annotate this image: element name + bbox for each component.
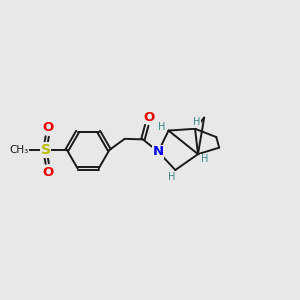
Text: CH₃: CH₃	[10, 145, 29, 155]
Text: S: S	[41, 143, 51, 157]
Text: H: H	[193, 117, 200, 127]
Text: O: O	[42, 166, 53, 179]
Text: O: O	[143, 111, 154, 124]
Text: H: H	[158, 122, 165, 132]
Text: H: H	[168, 172, 176, 182]
Text: O: O	[42, 121, 53, 134]
Text: N: N	[153, 145, 164, 158]
Text: H: H	[201, 154, 208, 164]
